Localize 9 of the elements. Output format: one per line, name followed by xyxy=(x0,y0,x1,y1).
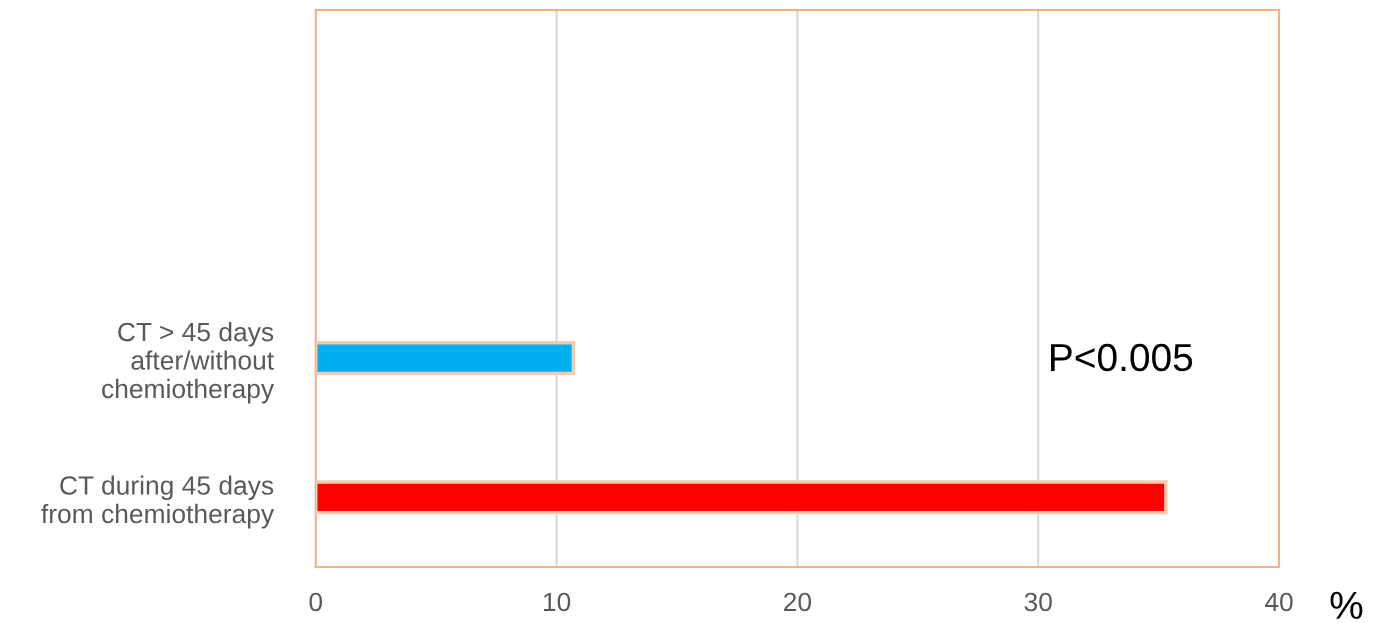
y-tick-label: CT during 45 days from chemiotherapy xyxy=(41,475,275,529)
y-tick-label: CT > 45 days after/without chemiotherapy xyxy=(102,322,275,404)
x-tick-label: 40 xyxy=(1264,592,1293,612)
x-tick-label: 0 xyxy=(309,592,323,612)
x-tick-label: 30 xyxy=(1024,592,1052,612)
annotation: P<0.005 xyxy=(1051,343,1193,372)
x-tick-label: 20 xyxy=(784,592,812,612)
x-axis-title: % xyxy=(1330,591,1363,619)
x-tick-label: 10 xyxy=(543,592,571,612)
